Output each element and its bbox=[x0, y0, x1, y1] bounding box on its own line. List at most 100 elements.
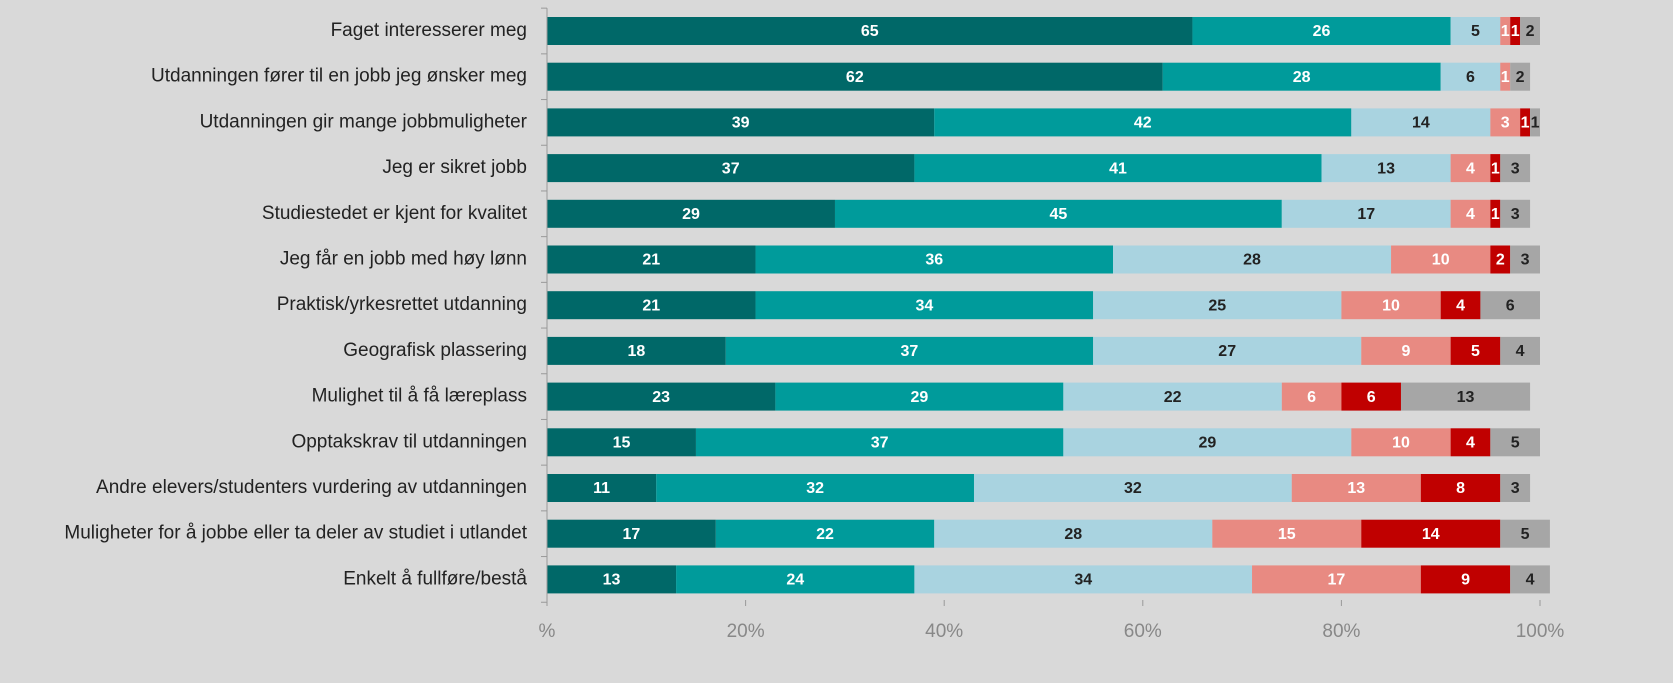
bar-segment bbox=[1490, 154, 1501, 183]
value-label: 36 bbox=[925, 252, 943, 269]
category-label: Opptakskrav til utdanningen bbox=[291, 431, 527, 452]
category-label: Enkelt å fullføre/bestå bbox=[343, 568, 527, 589]
value-label: 1 bbox=[1491, 206, 1500, 223]
bar-segment bbox=[1510, 62, 1531, 91]
x-tick-label: % bbox=[539, 621, 556, 642]
value-label: 25 bbox=[1208, 297, 1226, 314]
value-label: 22 bbox=[816, 526, 834, 543]
value-label: 15 bbox=[1278, 526, 1296, 543]
x-tick-label: 20% bbox=[727, 621, 765, 642]
value-label: 29 bbox=[910, 389, 928, 406]
bar-segment bbox=[715, 519, 935, 548]
bar-segment bbox=[1510, 565, 1550, 594]
value-label: 13 bbox=[1457, 389, 1475, 406]
bar-segment bbox=[547, 474, 657, 502]
value-label: 2 bbox=[1526, 23, 1535, 40]
x-tick-label: 60% bbox=[1124, 621, 1162, 642]
category-label: Jeg får en jobb med høy lønn bbox=[280, 249, 527, 270]
bar-segment bbox=[547, 17, 1193, 45]
category-label: Jeg er sikret jobb bbox=[382, 157, 527, 178]
value-label: 11 bbox=[593, 480, 610, 497]
value-label: 34 bbox=[1074, 572, 1092, 589]
value-label: 4 bbox=[1516, 343, 1525, 360]
bar-segment bbox=[1361, 519, 1501, 548]
value-label: 24 bbox=[786, 572, 804, 589]
bar-segment bbox=[1450, 154, 1491, 183]
bar-segment bbox=[1490, 108, 1521, 137]
bar-segment bbox=[1450, 336, 1501, 365]
category-label: Andre elevers/studenters vurdering av ut… bbox=[96, 477, 527, 498]
x-tick-label: 80% bbox=[1322, 621, 1360, 642]
value-label: 28 bbox=[1293, 69, 1311, 86]
value-label: 2 bbox=[1516, 69, 1525, 86]
bar-segment bbox=[547, 565, 677, 594]
value-label: 1 bbox=[1501, 23, 1510, 40]
bar-segment bbox=[1063, 428, 1352, 457]
bar-segment bbox=[755, 245, 1114, 274]
value-label: 22 bbox=[1164, 389, 1182, 406]
value-label: 28 bbox=[1243, 252, 1261, 269]
value-label: 17 bbox=[623, 526, 641, 543]
bar-segment bbox=[1450, 199, 1491, 228]
bar-segment bbox=[1440, 62, 1501, 91]
bar-segment bbox=[1281, 382, 1342, 411]
bar-segment bbox=[1450, 428, 1491, 457]
value-label: 62 bbox=[846, 69, 864, 86]
bar-segment bbox=[1420, 565, 1511, 594]
bar-segment bbox=[1341, 382, 1401, 411]
value-label: 26 bbox=[1313, 23, 1331, 40]
value-label: 28 bbox=[1064, 526, 1082, 543]
value-label: 1 bbox=[1531, 115, 1540, 132]
bar-segment bbox=[547, 291, 756, 320]
bar-segment bbox=[1400, 382, 1531, 411]
bar-segment bbox=[1490, 428, 1540, 457]
bar-segment bbox=[1341, 291, 1441, 320]
category-label: Praktisk/yrkesrettet utdanning bbox=[277, 294, 527, 315]
bar-segment bbox=[1490, 199, 1501, 228]
category-label: Studiestedet er kjent for kvalitet bbox=[262, 203, 528, 224]
value-label: 65 bbox=[861, 23, 879, 40]
value-label: 18 bbox=[627, 343, 645, 360]
bar-segment bbox=[1530, 108, 1540, 137]
bar-segment bbox=[1281, 199, 1451, 228]
bar-segment bbox=[1391, 245, 1491, 274]
bar-segment bbox=[547, 154, 915, 183]
value-label: 1 bbox=[1521, 115, 1530, 132]
bar-segment bbox=[1520, 108, 1531, 137]
bar-segment bbox=[1252, 565, 1421, 594]
value-label: 8 bbox=[1456, 480, 1465, 497]
value-label: 29 bbox=[682, 206, 700, 223]
bar-segment bbox=[973, 474, 1292, 502]
value-label: 5 bbox=[1471, 23, 1480, 40]
value-label: 5 bbox=[1521, 526, 1530, 543]
value-label: 14 bbox=[1412, 115, 1430, 132]
bar-segment bbox=[1500, 199, 1531, 228]
bar-segment bbox=[914, 565, 1253, 594]
bar-segment bbox=[1500, 62, 1511, 91]
bar-segment bbox=[547, 245, 756, 274]
value-label: 3 bbox=[1511, 160, 1520, 177]
bar-segment bbox=[1321, 154, 1451, 183]
value-label: 2 bbox=[1496, 252, 1505, 269]
value-label: 14 bbox=[1422, 526, 1440, 543]
bar-segment bbox=[775, 382, 1064, 411]
value-label: 17 bbox=[1357, 206, 1375, 223]
value-label: 9 bbox=[1461, 572, 1470, 589]
value-label: 37 bbox=[722, 160, 740, 177]
value-label: 34 bbox=[915, 297, 933, 314]
bar-segment bbox=[755, 291, 1094, 320]
value-label: 1 bbox=[1491, 160, 1500, 177]
value-label: 37 bbox=[901, 343, 919, 360]
bar-segment bbox=[547, 428, 696, 457]
value-label: 37 bbox=[871, 435, 889, 452]
value-label: 21 bbox=[642, 297, 660, 314]
bar-segment bbox=[1510, 17, 1521, 45]
bar-segment bbox=[547, 336, 726, 365]
value-label: 5 bbox=[1511, 435, 1520, 452]
bar-segment bbox=[1351, 428, 1451, 457]
value-label: 21 bbox=[642, 252, 660, 269]
value-label: 45 bbox=[1049, 206, 1067, 223]
value-label: 10 bbox=[1392, 435, 1410, 452]
